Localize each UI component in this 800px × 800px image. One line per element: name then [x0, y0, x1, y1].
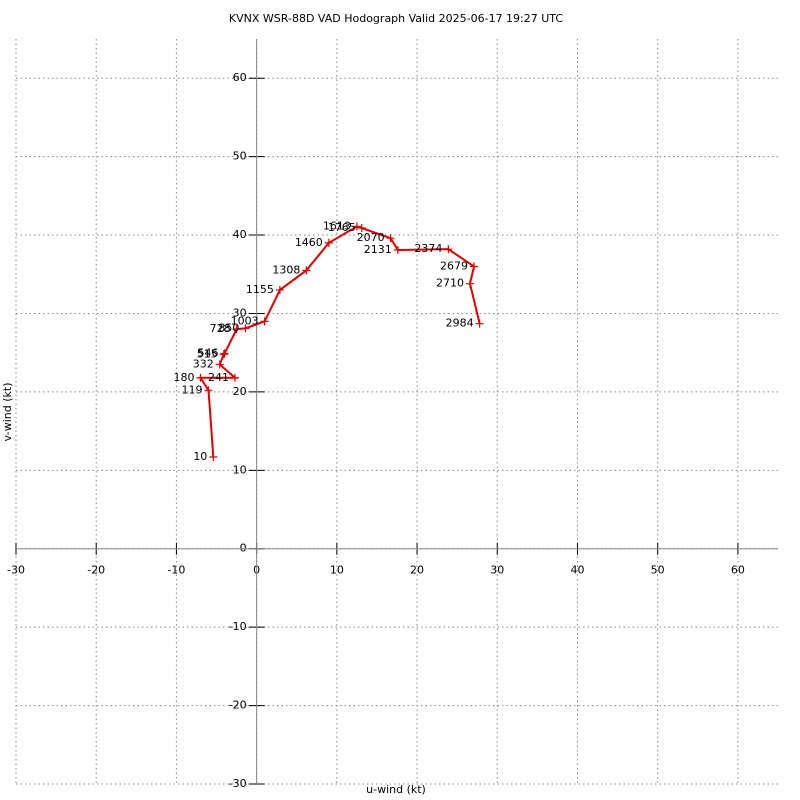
point-marker — [352, 222, 361, 231]
y-tick-label: 60 — [233, 71, 247, 84]
y-tick-label: -10 — [229, 620, 247, 633]
point-label: 2374 — [414, 242, 442, 255]
point-marker — [232, 325, 241, 334]
x-tick-label: 40 — [570, 564, 584, 577]
point-marker — [475, 319, 484, 328]
x-tick-label: 60 — [731, 564, 745, 577]
point-marker — [215, 360, 224, 369]
chart-title: KVNX WSR-88D VAD Hodograph Valid 2025-06… — [229, 12, 563, 25]
point-marker — [386, 234, 395, 243]
point-label: 241 — [208, 371, 229, 384]
point-label: 515 — [197, 347, 218, 360]
point-label: 546 — [198, 346, 219, 359]
point-marker — [241, 324, 250, 333]
point-marker — [209, 452, 218, 461]
point-label: 1765 — [328, 221, 356, 234]
point-marker — [275, 285, 284, 294]
point-marker — [324, 238, 333, 247]
y-axis-label: v-wind (kt) — [1, 383, 14, 442]
point-marker — [357, 223, 366, 232]
point-marker — [444, 245, 453, 254]
y-tick-label: 40 — [233, 228, 247, 241]
point-marker — [219, 350, 228, 359]
point-label: 2070 — [357, 231, 385, 244]
y-tick-label: -20 — [229, 699, 247, 712]
point-label: 850 — [218, 321, 239, 334]
point-label: 1308 — [272, 263, 300, 276]
y-tick-label: 10 — [233, 463, 247, 476]
point-marker — [302, 266, 311, 275]
point-marker — [204, 386, 213, 395]
point-marker — [230, 373, 239, 382]
y-tick-label: 50 — [233, 150, 247, 163]
hodograph-line — [198, 225, 481, 458]
point-label: 119 — [182, 383, 203, 396]
x-tick-label: 50 — [651, 564, 665, 577]
point-label: 1003 — [231, 314, 259, 327]
x-tick-label: 10 — [330, 564, 344, 577]
point-label: 2984 — [446, 317, 474, 330]
point-marker — [220, 349, 229, 358]
point-label: 728 — [210, 322, 231, 335]
point-marker — [260, 317, 269, 326]
y-tick-label: 30 — [233, 306, 247, 319]
y-tick-label: 20 — [233, 385, 247, 398]
x-axis-label: u-wind (kt) — [366, 783, 426, 796]
point-label: 1460 — [295, 236, 323, 249]
y-tick-label: -30 — [229, 777, 247, 790]
point-label: 2679 — [440, 259, 468, 272]
point-marker — [465, 279, 474, 288]
point-marker — [393, 245, 402, 254]
x-tick-label: 20 — [410, 564, 424, 577]
x-tick-label: -10 — [167, 564, 185, 577]
point-label: 180 — [173, 371, 194, 384]
point-label: 1613 — [323, 219, 351, 232]
x-tick-label: -30 — [7, 564, 25, 577]
x-tick-label: -20 — [87, 564, 105, 577]
point-marker — [196, 373, 205, 382]
point-marker — [470, 262, 479, 271]
point-label: 10 — [193, 450, 207, 463]
point-label: 2131 — [364, 243, 392, 256]
point-label: 332 — [193, 357, 214, 370]
point-label: 2710 — [436, 277, 464, 290]
point-label: 1155 — [246, 283, 274, 296]
x-tick-label: 30 — [490, 564, 504, 577]
